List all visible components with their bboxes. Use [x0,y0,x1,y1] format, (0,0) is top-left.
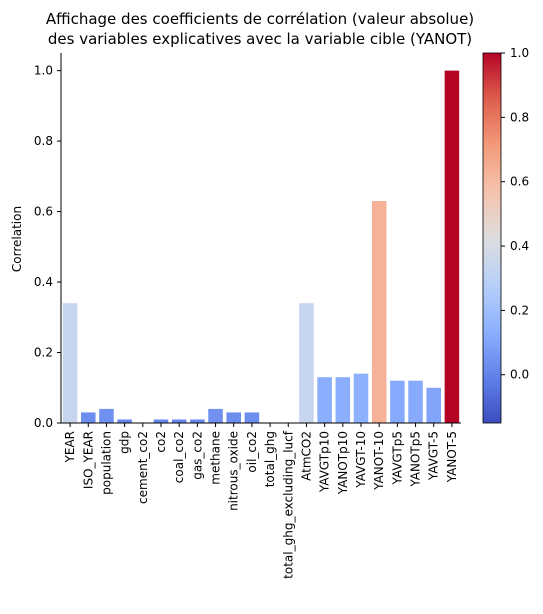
bar-methane [208,408,223,423]
colorbar: 0.0 0.2 0.4 0.6 0.8 1.0 [482,46,529,424]
bar-year [62,303,78,423]
bar-yavgtp10 [317,377,332,423]
x-tick-label: population [99,431,113,495]
y-axis-label: Correlation [10,206,24,272]
y-tick-label: 0.0 [34,416,53,430]
x-tick-label: YANOT-10 [372,431,386,491]
x-tick-label: total_ghg_excluding_lucf [281,430,295,579]
x-tick-label: YAVGT-10 [354,431,368,489]
x-tick-label: YAVGTp10 [318,431,332,493]
x-tick-label: cement_co2 [136,431,150,504]
bar-yanotp10 [335,377,351,423]
bar-co2 [153,419,169,423]
colorbar-tick-label: 0.8 [510,110,529,124]
x-tick-label: YANOTp5 [409,431,423,488]
chart-title-line-2: des variables explicatives avec la varia… [48,30,472,48]
x-tick-label: coal_co2 [172,431,186,483]
y-axis: 0.0 0.2 0.4 0.6 0.8 1.0 [34,53,62,430]
chart-title-line-1: Affichage des coefficients de corrélatio… [46,10,474,28]
bar-yanot-10 [371,201,387,423]
x-axis: YEAR ISO_YEAR population gdp cement_co2 co2 co… [61,422,461,579]
bar-yanot-5 [444,70,460,424]
x-tick-label: YAVGTp5 [390,431,404,486]
x-tick-label: gas_co2 [190,431,204,480]
x-tick-label: AtmCO2 [299,431,313,481]
bar-gas-co2 [190,419,205,423]
x-tick-label: oil_co2 [245,431,259,473]
x-tick-label: YAVGT-5 [427,431,441,481]
y-tick-label: 0.8 [34,134,53,148]
y-tick-label: 1.0 [34,64,53,78]
bar-gdp [117,419,132,423]
bar-yavgt-5 [426,387,441,423]
y-tick-label: 0.6 [34,205,53,219]
bar-yavgtp5 [390,380,405,423]
bar-oil-co2 [244,412,260,423]
colorbar-gradient [482,52,502,424]
bar-series [62,70,460,424]
x-tick-label: total_ghg [263,431,277,487]
x-tick-label: nitrous_oxide [227,431,241,511]
bar-nitrous-oxide [226,412,241,423]
bar-population [99,408,114,423]
x-tick-label: co2 [154,431,168,453]
bar-yanotp5 [408,380,423,423]
chart-title: Affichage des coefficients de corrélatio… [46,10,474,48]
y-tick-label: 0.4 [34,275,53,289]
x-tick-label: YEAR [63,431,77,463]
x-tick-label: YANOTp10 [336,431,350,495]
bar-atmco2 [299,303,314,423]
bar-yavgt-10 [353,373,369,423]
colorbar-tick-label: 0.0 [510,368,529,382]
x-tick-label: YANOT-5 [445,431,459,483]
colorbar-tick-label: 0.4 [510,239,529,253]
x-tick-label: ISO_YEAR [81,431,95,489]
colorbar-tick-label: 0.2 [510,303,529,317]
x-tick-label: gdp [118,431,132,454]
bar-coal-co2 [171,419,187,423]
colorbar-tick-label: 0.6 [510,175,529,189]
colorbar-tick-label: 1.0 [510,46,529,60]
bar-iso-year [81,412,96,423]
x-tick-label: methane [209,431,223,485]
y-tick-label: 0.2 [34,346,53,360]
